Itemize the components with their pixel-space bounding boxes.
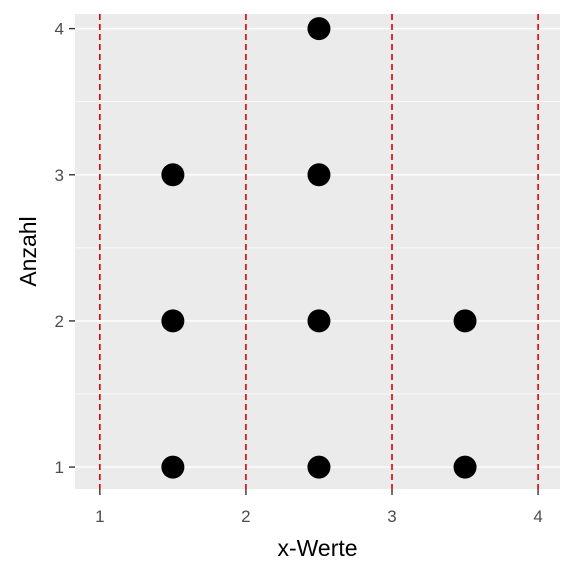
x-tick-label: 4	[533, 507, 542, 526]
data-point	[161, 309, 185, 333]
y-tick-label: 3	[55, 166, 64, 185]
data-point	[307, 17, 331, 41]
y-tick-label: 4	[55, 20, 64, 39]
data-point	[307, 309, 331, 333]
data-point	[161, 163, 185, 187]
x-axis-title: x-Werte	[277, 535, 357, 561]
x-tick-label: 3	[387, 507, 396, 526]
axis-ticks: 1 2 3 4 1 2 3 4	[55, 20, 543, 526]
plot-panel	[75, 14, 560, 489]
data-point	[453, 309, 477, 333]
data-points	[161, 17, 477, 479]
y-tick-label: 1	[55, 458, 64, 477]
data-point	[453, 455, 477, 479]
data-point	[307, 163, 331, 187]
data-point	[307, 455, 331, 479]
y-axis-title: Anzahl	[15, 216, 41, 286]
reference-lines	[99, 14, 539, 489]
x-tick-label: 1	[95, 507, 104, 526]
y-tick-label: 2	[55, 312, 64, 331]
x-tick-label: 2	[241, 507, 250, 526]
data-point	[161, 455, 185, 479]
